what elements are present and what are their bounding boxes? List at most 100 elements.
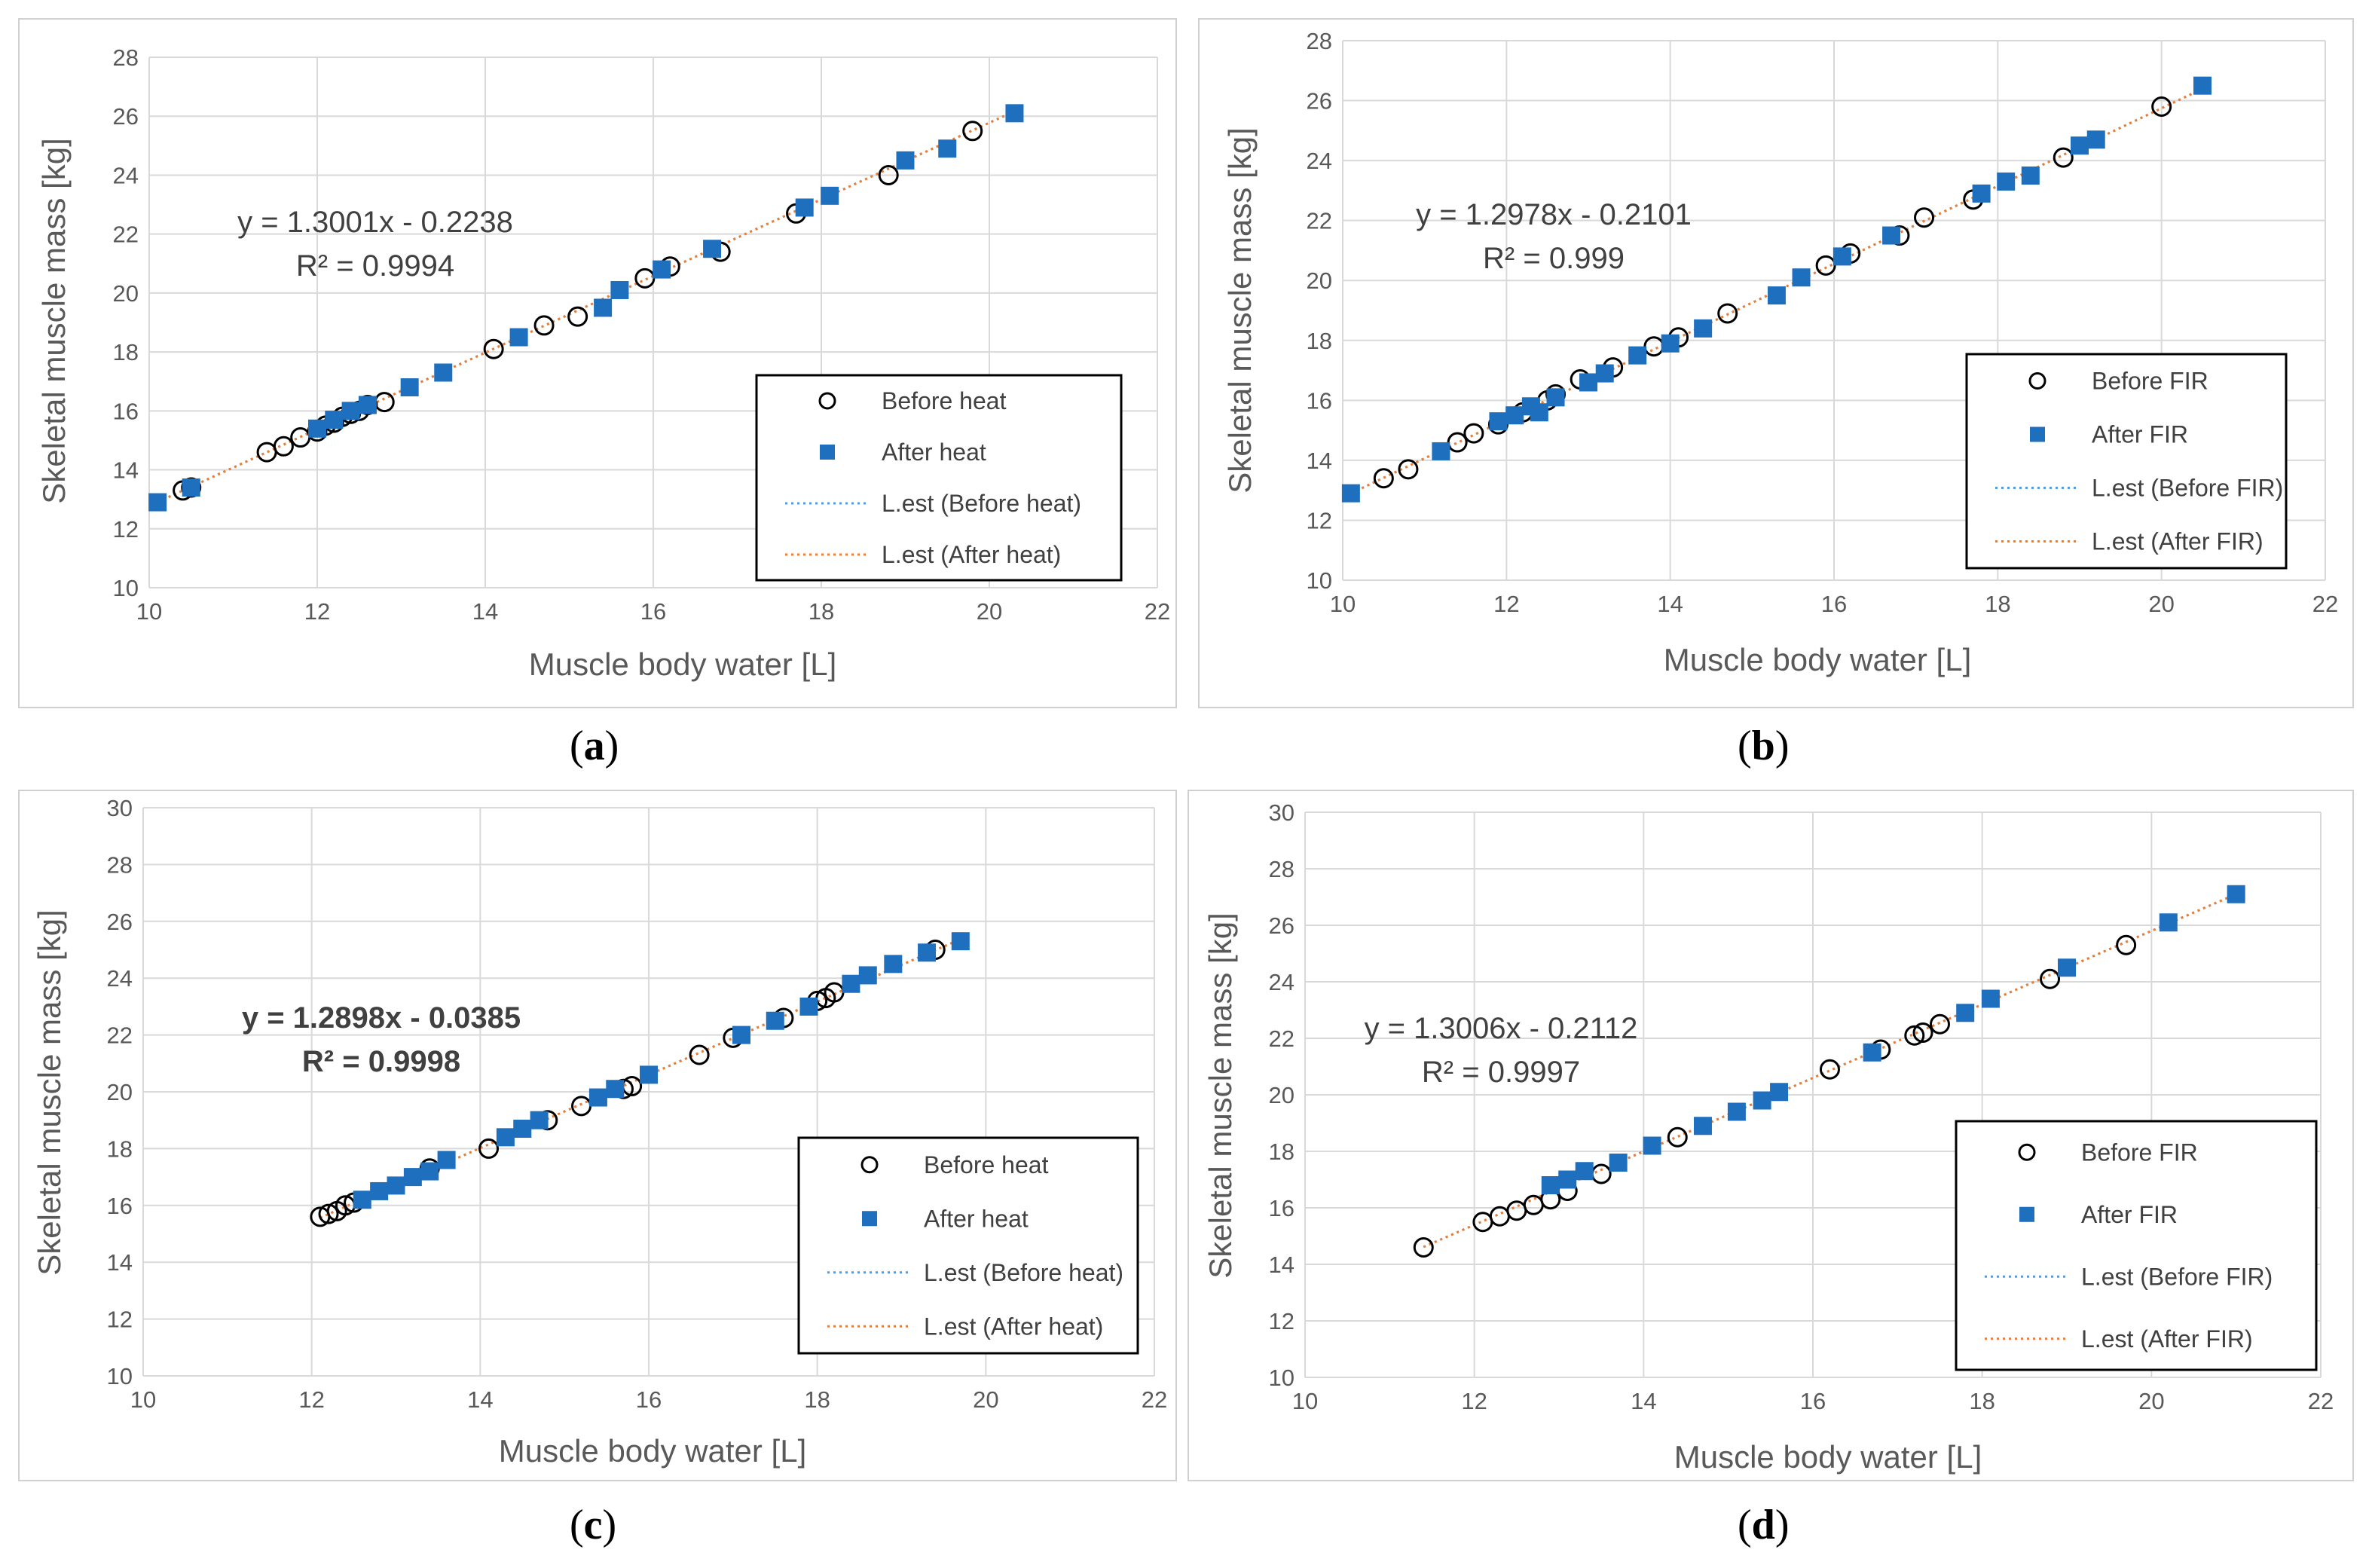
y-tick-label: 20 [113,280,139,307]
legend-label: After heat [882,439,986,466]
y-axis-label: Skeletal muscle mass [kg] [36,138,72,504]
data-point-after [1505,406,1524,425]
data-point-after [341,402,360,420]
r-squared-label: R² = 0.999 [1483,242,1625,275]
legend-box [755,374,1123,582]
y-axis-label: Skeletal muscle mass [kg] [1203,912,1238,1279]
data-point-after [2071,136,2089,155]
legend-label: L.est (After FIR) [2081,1325,2253,1353]
data-point-after [821,186,839,205]
regression-equation: y = 1.3006x - 0.2112 [1365,1012,1638,1045]
y-tick-label: 16 [1269,1195,1295,1221]
x-tick-label: 12 [298,1386,324,1413]
data-point-after [640,1065,658,1084]
y-tick-label: 22 [107,1022,133,1049]
x-tick-label: 14 [467,1386,493,1413]
y-tick-label: 26 [113,103,139,130]
legend-label: L.est (After heat) [924,1313,1103,1340]
x-tick-label: 18 [804,1386,830,1413]
chart-b-svg: 10 12 14 16 18 20 22 10 12 14 16 18 20 22 24 26 28 Muscle… [1222,28,2338,677]
data-point-after [1489,412,1508,431]
legend-label: L.est (Before FIR) [2081,1263,2273,1290]
y-tick-label: 18 [1269,1139,1295,1165]
caption-d-letter: d [1751,1502,1775,1548]
x-tick-label: 12 [1493,591,1519,617]
data-point-before [1398,459,1419,480]
x-tick-label: 22 [1145,598,1170,625]
data-point-after [2058,958,2076,977]
x-tick-label: 12 [1461,1388,1487,1414]
data-point-after [653,260,671,279]
legend-label: Before FIR [2081,1139,2198,1166]
data-point-after [2159,913,2178,932]
data-point-after [918,943,937,962]
data-point-after [858,966,877,985]
data-point-before [478,1138,500,1159]
x-tick-label: 20 [977,598,1002,625]
data-point-before [689,1044,710,1065]
data-point-after [606,1080,625,1099]
y-tick-label: 24 [107,965,133,992]
x-tick-label: 16 [636,1386,662,1413]
data-point-before [1904,1025,1925,1046]
data-point-after [358,396,377,414]
data-point-after [1661,334,1680,353]
data-point-after [1643,1136,1661,1155]
data-point-after [1997,172,2016,191]
data-point-after [1005,104,1024,123]
x-tick-label: 10 [1330,591,1356,617]
caption-a-letter: a [583,723,605,769]
data-point-before [256,442,277,463]
data-point-before [1447,432,1468,453]
data-point-after [1575,1162,1594,1181]
y-tick-label: 28 [107,851,133,878]
data-point-before [273,436,294,457]
data-point-after [1863,1043,1881,1062]
y-tick-label: 10 [113,575,139,601]
legend-label: Before heat [882,387,1007,414]
x-tick-label: 10 [136,598,162,625]
data-point-before [1472,1212,1493,1233]
y-tick-label: 22 [1307,208,1332,234]
y-tick-label: 28 [1307,28,1332,54]
data-point-after [1956,1004,1975,1022]
x-tick-label: 14 [1631,1388,1656,1414]
y-tick-label: 12 [113,516,139,543]
x-tick-label: 16 [640,598,666,625]
data-point-after [370,1181,389,1200]
y-tick-label: 26 [1307,88,1332,115]
fit-line-after [157,110,1016,503]
legend-marker-after [2019,1206,2034,1222]
x-tick-label: 20 [2148,591,2174,617]
data-point-before [962,121,983,142]
y-tick-label: 20 [1307,267,1332,294]
x-tick-label: 20 [2138,1388,2164,1414]
y-tick-label: 26 [1269,912,1295,939]
data-point-before [1591,1163,1612,1184]
data-point-after [1609,1154,1628,1172]
data-point-after [1882,226,1901,245]
data-point-after [437,1151,456,1169]
data-point-before [1912,1022,1933,1043]
data-point-after [2021,167,2040,185]
x-tick-label: 22 [2308,1388,2334,1414]
data-point-after [2227,885,2245,903]
y-tick-label: 20 [107,1079,133,1105]
x-axis-label: Muscle body water [L] [1674,1439,1982,1475]
data-point-before [1667,1126,1688,1148]
data-point-after [1792,268,1811,287]
data-point-before [2040,968,2061,989]
data-point-before [1930,1013,1950,1035]
data-point-after [1770,1083,1789,1102]
legend-marker-before [2018,1143,2036,1161]
legend-label: After FIR [2092,421,2188,448]
data-point-after [1767,286,1786,305]
x-tick-label: 18 [1969,1388,1994,1414]
data-point-after [325,411,344,429]
y-tick-label: 18 [1307,328,1332,354]
data-point-after [795,198,814,217]
data-point-before [1717,303,1738,324]
legend-marker-after [2030,426,2045,442]
data-point-after [496,1128,515,1147]
data-point-before [1506,1200,1527,1221]
